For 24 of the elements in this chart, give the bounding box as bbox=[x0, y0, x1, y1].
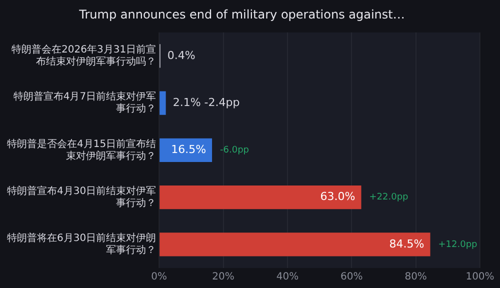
data-label: 16.5% bbox=[171, 143, 206, 156]
annotation: +22.0pp bbox=[369, 192, 409, 203]
data-label: 63.0% bbox=[320, 190, 356, 204]
y-tick-label: 特朗普将在6月30日前结束对伊朗军事行动？ bbox=[6, 232, 156, 256]
y-tick-label: 特朗普宣布4月30日前结束对伊军事行动？ bbox=[6, 184, 156, 209]
chart-title: Trump announces end of military operations against… bbox=[78, 7, 405, 22]
data-label: 0.4% bbox=[167, 48, 196, 62]
bar bbox=[160, 232, 430, 256]
data-label: 84.5% bbox=[389, 237, 424, 250]
x-tick-label: 80% bbox=[404, 272, 427, 283]
bar bbox=[160, 91, 166, 115]
x-tick-label: 0% bbox=[151, 272, 168, 283]
y-tick-label: 特朗普是否会在4月15日前宣布结束对伊朗军事行动？ bbox=[6, 138, 156, 162]
annotation: +12.0pp bbox=[438, 240, 478, 250]
annotation: -6.0pp bbox=[220, 146, 250, 156]
x-tick-label: 40% bbox=[276, 272, 299, 283]
data-label: 2.1% -2.4pp bbox=[172, 96, 240, 109]
y-tick-label: 特朗普宣布4月7日前结束对伊军事行动？ bbox=[13, 90, 156, 115]
bar bbox=[160, 138, 212, 162]
bar bbox=[160, 186, 362, 210]
x-tick-label: 100% bbox=[466, 272, 494, 283]
y-tick-label: 特朗普会在2026年3月31日前宣布结束对伊朗军事行动吗？ bbox=[12, 44, 156, 68]
x-tick-label: 20% bbox=[212, 272, 234, 283]
x-tick-label: 60% bbox=[340, 272, 363, 283]
